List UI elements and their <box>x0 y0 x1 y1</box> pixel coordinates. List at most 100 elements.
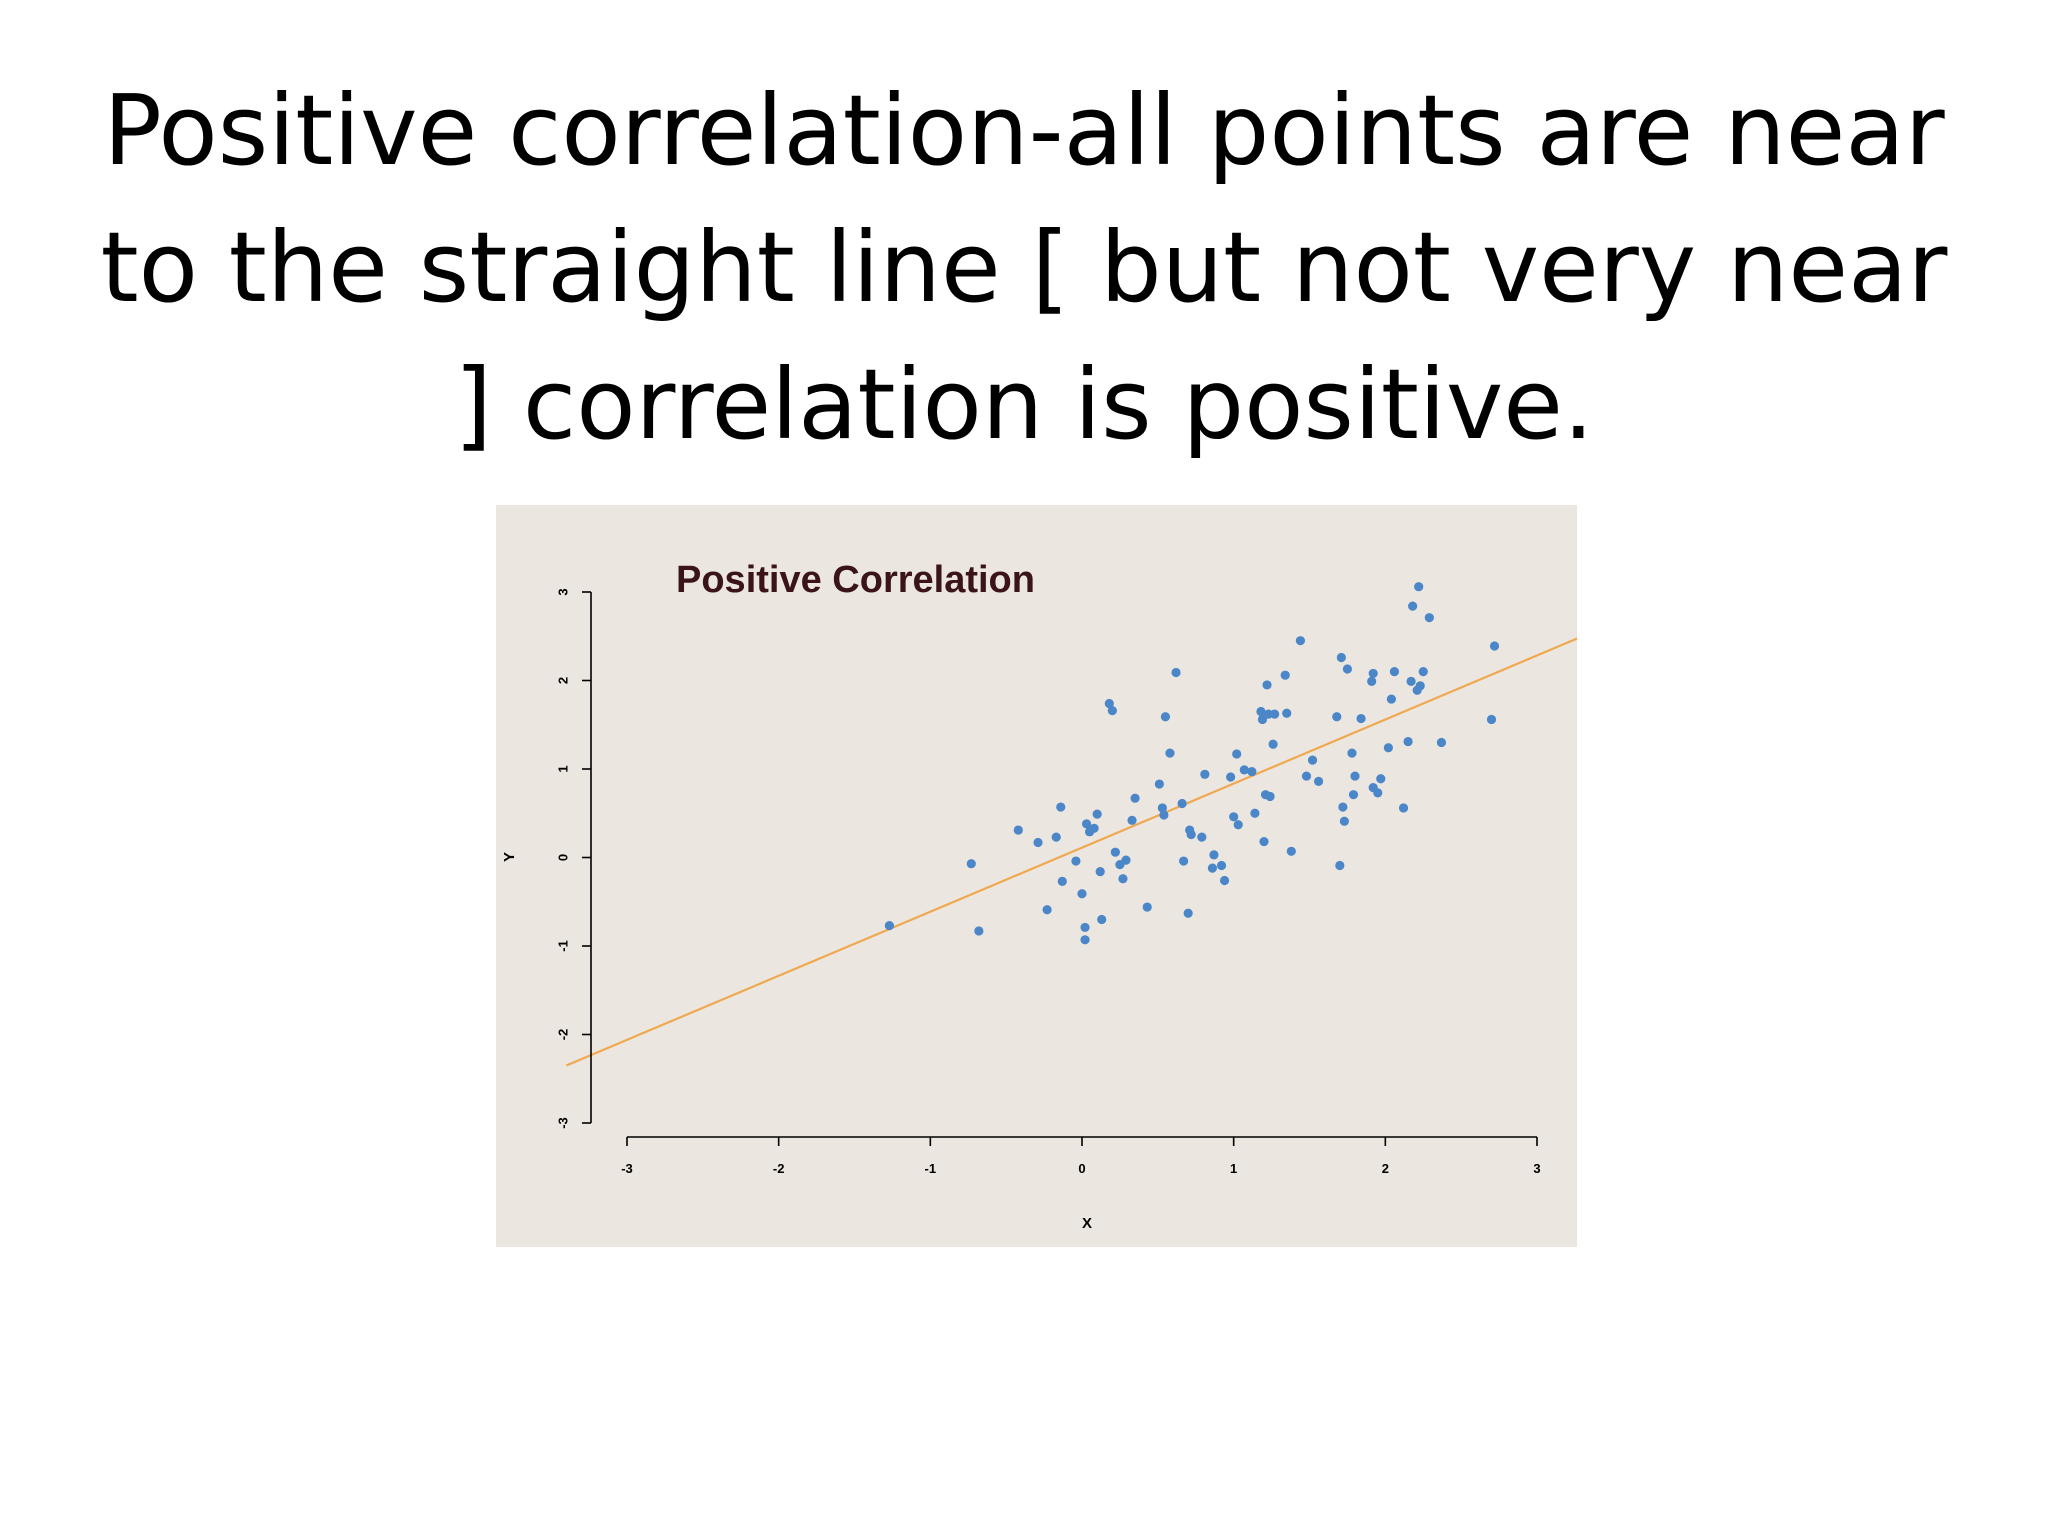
data-point-48 <box>1233 820 1243 830</box>
data-point-62 <box>1282 708 1292 718</box>
trend-line <box>565 637 1577 1067</box>
data-point-65 <box>1301 771 1312 781</box>
x-axis-title: X <box>1082 1215 1092 1232</box>
data-point-52 <box>1256 706 1266 717</box>
data-point-19 <box>1104 698 1114 709</box>
data-point-41 <box>1207 863 1218 873</box>
data-point-13 <box>1081 819 1092 829</box>
data-point-4 <box>1033 837 1043 848</box>
data-point-89 <box>1408 601 1418 611</box>
data-point-67 <box>1314 776 1324 786</box>
data-point-60 <box>1270 709 1280 719</box>
data-point-87 <box>1403 736 1413 747</box>
data-point-43 <box>1216 860 1227 871</box>
y-axis-title: Y <box>501 852 518 862</box>
data-point-10 <box>1077 889 1087 899</box>
y-tick-label-2: -1 <box>555 940 570 952</box>
data-point-17 <box>1095 867 1105 877</box>
data-point-8 <box>1057 876 1067 886</box>
data-point-32 <box>1165 748 1175 758</box>
data-point-1 <box>966 859 976 869</box>
data-point-82 <box>1376 774 1386 784</box>
data-point-49 <box>1239 765 1249 775</box>
data-point-18 <box>1097 914 1107 925</box>
y-tick-label-5: 2 <box>555 677 570 684</box>
data-point-27 <box>1142 902 1152 912</box>
data-point-24 <box>1121 855 1131 865</box>
y-tick-label-6: 3 <box>555 588 570 595</box>
y-tick-label-3: 0 <box>555 854 570 861</box>
data-point-25 <box>1127 815 1137 825</box>
data-point-83 <box>1383 743 1393 753</box>
data-point-30 <box>1159 810 1169 820</box>
y-tick-label-1: -2 <box>555 1029 570 1041</box>
x-tick-label-2: -1 <box>925 1161 937 1176</box>
x-tick-label-5: 2 <box>1382 1161 1389 1176</box>
data-point-85 <box>1389 667 1400 677</box>
data-point-74 <box>1347 748 1357 758</box>
data-point-16 <box>1092 809 1102 819</box>
data-point-29 <box>1157 803 1167 813</box>
data-point-2 <box>974 926 984 936</box>
data-point-72 <box>1339 816 1349 826</box>
data-point-63 <box>1286 846 1296 856</box>
data-point-39 <box>1197 832 1207 842</box>
data-point-44 <box>1219 875 1230 886</box>
data-point-54 <box>1259 836 1269 847</box>
data-point-97 <box>1489 641 1500 651</box>
data-point-88 <box>1406 676 1416 686</box>
data-point-58 <box>1265 791 1275 802</box>
x-tick-label-1: -2 <box>773 1161 785 1176</box>
data-point-95 <box>1436 737 1447 748</box>
y-tick-label-4: 1 <box>555 765 570 772</box>
data-point-23 <box>1118 874 1128 884</box>
data-point-47 <box>1232 749 1242 759</box>
data-point-9 <box>1071 856 1081 866</box>
data-point-51 <box>1250 808 1260 818</box>
data-point-77 <box>1356 713 1366 724</box>
data-point-86 <box>1398 803 1409 813</box>
data-point-45 <box>1226 772 1236 782</box>
data-point-64 <box>1295 636 1305 646</box>
x-tick-label-0: -3 <box>621 1161 633 1176</box>
data-point-35 <box>1179 856 1189 866</box>
data-point-33 <box>1171 667 1181 678</box>
data-point-36 <box>1183 908 1193 918</box>
data-point-53 <box>1257 714 1268 725</box>
data-point-84 <box>1386 694 1396 704</box>
data-point-79 <box>1368 668 1378 679</box>
data-point-20 <box>1107 705 1117 716</box>
data-point-28 <box>1154 779 1164 789</box>
data-point-46 <box>1229 812 1239 822</box>
data-point-94 <box>1424 613 1434 623</box>
data-point-40 <box>1200 769 1210 779</box>
data-point-26 <box>1130 793 1140 803</box>
data-point-56 <box>1262 680 1272 690</box>
data-point-73 <box>1342 664 1353 674</box>
data-point-12 <box>1080 935 1090 945</box>
data-point-5 <box>1042 905 1052 915</box>
data-point-66 <box>1307 755 1318 765</box>
data-point-92 <box>1415 681 1425 691</box>
slide-title: Positive correlation-all points are near… <box>100 74 1948 461</box>
data-point-21 <box>1110 847 1120 857</box>
data-point-71 <box>1338 802 1348 812</box>
scatter-chart: Positive Correlation -3 -2 -1 0 1 2 3 -3 -2 -1 0 1 2… <box>496 505 1577 1247</box>
data-point-7 <box>1056 802 1066 812</box>
data-point-15 <box>1089 823 1099 833</box>
data-point-59 <box>1268 739 1278 749</box>
data-point-70 <box>1336 652 1346 663</box>
data-point-6 <box>1051 832 1061 842</box>
data-point-69 <box>1335 860 1345 871</box>
data-point-81 <box>1373 788 1383 798</box>
data-point-50 <box>1247 767 1257 777</box>
data-point-34 <box>1177 798 1187 809</box>
chart-title: Positive Correlation <box>676 559 1035 601</box>
data-point-3 <box>1013 825 1023 835</box>
chart-canvas: Positive Correlation -3 -2 -1 0 1 2 3 -3 -2 -1 0 1 2… <box>501 559 1577 1232</box>
data-point-96 <box>1486 714 1497 725</box>
data-point-11 <box>1080 922 1090 933</box>
data-point-0 <box>884 921 894 931</box>
data-point-61 <box>1280 670 1290 680</box>
x-tick-label-6: 3 <box>1533 1161 1540 1176</box>
